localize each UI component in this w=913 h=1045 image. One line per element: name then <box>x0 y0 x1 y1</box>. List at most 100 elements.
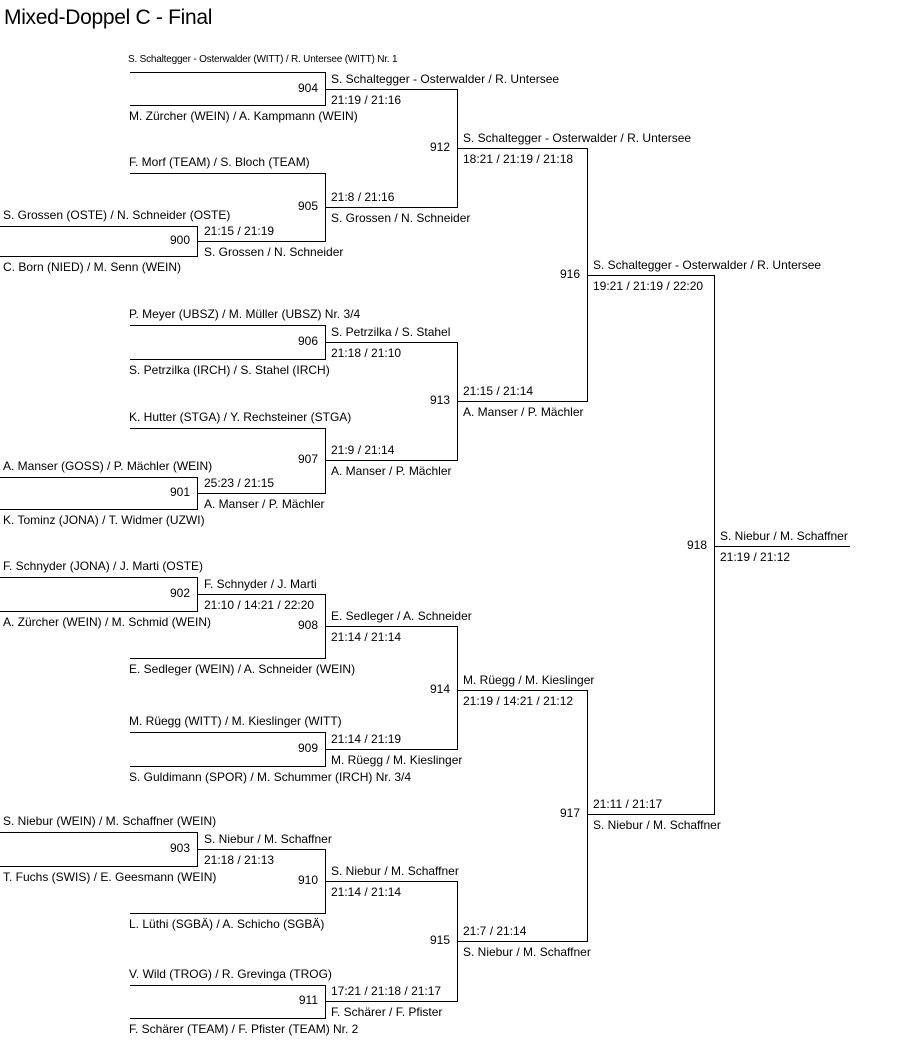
winner-label: S. Schaltegger - Osterwalder / R. Unters… <box>593 258 822 272</box>
bracket-line-h <box>0 226 198 227</box>
match-number: 915 <box>429 933 450 947</box>
bracket-line-v <box>325 428 326 494</box>
entrant-label: T. Fuchs (SWIS) / E. Geesmann (WEIN) <box>3 870 217 884</box>
match-number: 909 <box>297 741 318 755</box>
bracket-line-h <box>457 401 588 402</box>
match-number: 907 <box>297 452 318 466</box>
entrant-label: L. Lüthi (SGBÄ) / A. Schicho (SGBÄ) <box>129 917 325 931</box>
bracket-line-v <box>457 881 458 1002</box>
bracket-line-h <box>130 359 326 360</box>
match-score: 21:19 / 21:16 <box>331 93 402 107</box>
bracket-line-h <box>130 766 326 767</box>
bracket-line-v <box>197 577 198 612</box>
winner-label: S. Petrzilka / S. Stahel <box>331 325 451 339</box>
bracket-line-v <box>325 173 326 242</box>
match-number: 905 <box>297 199 318 213</box>
bracket-line-v <box>325 594 326 659</box>
bracket-line-h <box>325 1001 457 1002</box>
winner-label: S. Schaltegger - Osterwalder / R. Unters… <box>463 131 692 145</box>
entrant-label: F. Schärer (TEAM) / F. Pfister (TEAM) Nr… <box>129 1022 359 1036</box>
bracket-line-h <box>0 256 198 257</box>
entrant-label: A. Zürcher (WEIN) / M. Schmid (WEIN) <box>3 615 212 629</box>
bracket-line-h <box>325 89 457 90</box>
bracket-line-v <box>587 690 588 942</box>
entrant-label: S. Niebur (WEIN) / M. Schaffner (WEIN) <box>3 814 217 828</box>
entrant-label: M. Zürcher (WEIN) / A. Kampmann (WEIN) <box>129 109 358 123</box>
bracket-line-h <box>130 72 326 73</box>
entrant-label: P. Meyer (UBSZ) / M. Müller (UBSZ) Nr. 3… <box>129 307 361 321</box>
bracket-line-v <box>325 849 326 914</box>
winner-label: S. Grossen / N. Schneider <box>204 245 344 259</box>
bracket-line-h <box>325 626 457 627</box>
winner-label: F. Schnyder / J. Marti <box>204 577 317 591</box>
bracket-line-h <box>197 493 326 494</box>
match-score: 21:18 / 21:10 <box>331 346 402 360</box>
match-score: 21:11 / 21:17 <box>593 797 663 811</box>
entrant-label: S. Petrzilka (IRCH) / S. Stahel (IRCH) <box>129 363 330 377</box>
bracket-line-v <box>325 325 326 360</box>
bracket-line-h <box>130 913 326 914</box>
winner-label: S. Niebur / M. Schaffner <box>331 864 459 878</box>
bracket-line-h <box>325 881 457 882</box>
bracket-line-v <box>325 732 326 767</box>
winner-label: S. Niebur / M. Schaffner <box>204 832 332 846</box>
bracket-line-h <box>130 1018 326 1019</box>
entrant-label: S. Guldimann (SPOR) / M. Schummer (IRCH)… <box>129 770 412 784</box>
bracket-line-h <box>130 105 326 106</box>
match-number: 908 <box>297 618 318 632</box>
match-number: 903 <box>169 841 190 855</box>
winner-label: E. Sedleger / A. Schneider <box>331 609 472 623</box>
bracket-line-h <box>130 325 326 326</box>
match-score: 21:14 / 21:14 <box>331 885 402 899</box>
winner-label: F. Schärer / F. Pfister <box>331 1005 443 1019</box>
bracket-line-h <box>0 832 198 833</box>
champion-line <box>714 546 850 547</box>
bracket-line-h <box>457 690 588 691</box>
match-score: 21:18 / 21:13 <box>204 853 275 867</box>
entrant-label: F. Schnyder (JONA) / J. Marti (OSTE) <box>3 559 204 573</box>
entrant-label: S. Grossen (OSTE) / N. Schneider (OSTE) <box>3 208 231 222</box>
match-score: 21:8 / 21:16 <box>331 190 395 204</box>
bracket-line-v <box>457 342 458 461</box>
bracket-line-v <box>197 477 198 510</box>
match-number: 900 <box>169 233 190 247</box>
bracket-line-v <box>457 626 458 750</box>
bracket-line-h <box>325 460 457 461</box>
bracket-line-v <box>197 832 198 867</box>
entrant-label: F. Morf (TEAM) / S. Bloch (TEAM) <box>129 155 310 169</box>
bracket-line-v <box>714 275 715 815</box>
winner-label: M. Rüegg / M. Kieslinger <box>463 673 595 687</box>
entrant-label: V. Wild (TROG) / R. Grevinga (TROG) <box>129 967 332 981</box>
match-number: 910 <box>297 873 318 887</box>
match-number: 917 <box>559 806 580 820</box>
winner-label: A. Manser / P. Mächler <box>331 464 452 478</box>
match-number: 911 <box>298 993 318 1007</box>
bracket-line-h <box>130 732 326 733</box>
bracket-line-h <box>130 173 326 174</box>
winner-label: A. Manser / P. Mächler <box>204 497 325 511</box>
match-score: 21:15 / 21:14 <box>463 384 534 398</box>
bracket-line-h <box>587 275 715 276</box>
match-number: 914 <box>429 682 450 696</box>
bracket-line-h <box>197 594 326 595</box>
bracket-line-h <box>130 428 326 429</box>
bracket-line-v <box>197 226 198 257</box>
page-title: Mixed-Doppel C - Final <box>4 6 213 29</box>
match-number: 918 <box>686 538 707 552</box>
bracket-line-h <box>0 509 198 510</box>
match-number: 912 <box>429 140 450 154</box>
match-number: 913 <box>429 393 450 407</box>
entrant-label: S. Schaltegger - Osterwalder (WITT) / R.… <box>128 54 398 65</box>
match-number: 906 <box>297 334 318 348</box>
entrant-label: K. Tominz (JONA) / T. Widmer (UZWI) <box>3 513 205 527</box>
bracket-line-v <box>325 985 326 1019</box>
bracket-line-v <box>457 89 458 208</box>
bracket-line-h <box>457 941 588 942</box>
bracket-line-h <box>0 866 198 867</box>
champion-label: S. Niebur / M. Schaffner <box>720 529 848 543</box>
match-score: 21:7 / 21:14 <box>463 924 527 938</box>
bracket-line-h <box>130 658 326 659</box>
bracket-line-h <box>325 749 457 750</box>
bracket-line-h <box>0 577 198 578</box>
